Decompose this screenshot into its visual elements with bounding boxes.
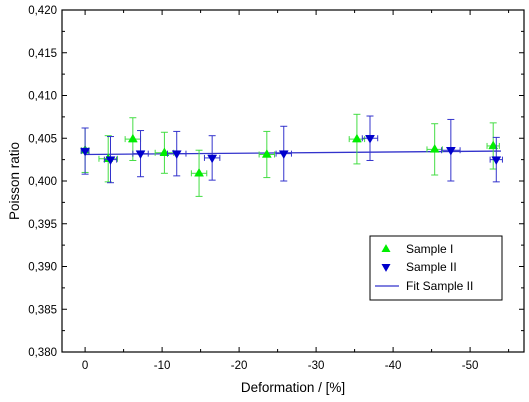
plot-frame [61, 9, 525, 353]
sample-i-marker [159, 147, 170, 156]
y-tick-label: 0,420 [28, 5, 57, 17]
sample-i-marker [194, 167, 204, 177]
legend-label-fit-sample-ii: Fit Sample II [406, 279, 473, 293]
legend-marker-sample-i [381, 244, 391, 252]
sample-i-marker [351, 133, 362, 143]
x-tick-label: -20 [231, 360, 248, 372]
legend-marker-sample-ii [381, 264, 391, 272]
sample-i-marker [127, 133, 138, 143]
axes: 0 -10 -20 -30 -40 -50 0,380 0,385 0,390 0,395 0,40… [28, 5, 525, 372]
sample-ii-marker [445, 147, 456, 156]
x-tick-label: -40 [385, 360, 402, 372]
x-tick-label: -10 [154, 360, 171, 372]
x-tick-label: 0 [82, 360, 88, 372]
sample-i-marker [429, 144, 440, 153]
sample-ii-marker [491, 156, 502, 165]
data-points-layer [80, 113, 503, 197]
x-tick-label: -30 [308, 360, 325, 372]
y-tick-label: 0,380 [28, 347, 57, 359]
sample-ii-marker [278, 150, 289, 159]
y-tick-label: 0,390 [28, 262, 57, 274]
y-tick-label: 0,405 [28, 133, 57, 145]
axis-labels: Deformation / [%] Poisson ratio [7, 142, 345, 395]
y-axis-title: Poisson ratio [7, 142, 22, 220]
sample-i-marker [261, 149, 272, 158]
x-axis-title: Deformation / [%] [241, 380, 345, 395]
legend-box [369, 235, 503, 301]
legend: Sample I Sample II Fit Sample II [369, 235, 503, 301]
legend-entry-sample-ii: Sample II [381, 260, 457, 274]
y-tick-label: 0,400 [28, 176, 57, 188]
sample-ii-marker [171, 150, 182, 159]
legend-entry-fit-sample-ii: Fit Sample II [375, 279, 473, 293]
sample-ii-marker [207, 154, 218, 164]
legend-label-sample-i: Sample I [406, 242, 453, 256]
y-tick-label: 0,395 [28, 219, 57, 231]
legend-label-sample-ii: Sample II [406, 260, 457, 274]
y-tick-label: 0,410 [28, 91, 57, 103]
y-tick-label: 0,385 [28, 304, 57, 316]
sample-i-marker [488, 140, 499, 150]
sample-ii-marker [135, 150, 146, 159]
legend-entry-sample-i: Sample I [381, 242, 453, 256]
sample-ii-marker [80, 147, 91, 157]
x-tick-label: -50 [462, 360, 479, 372]
sample-ii-marker [365, 135, 375, 144]
sample-ii-marker [105, 156, 116, 165]
y-tick-label: 0,415 [28, 48, 57, 60]
